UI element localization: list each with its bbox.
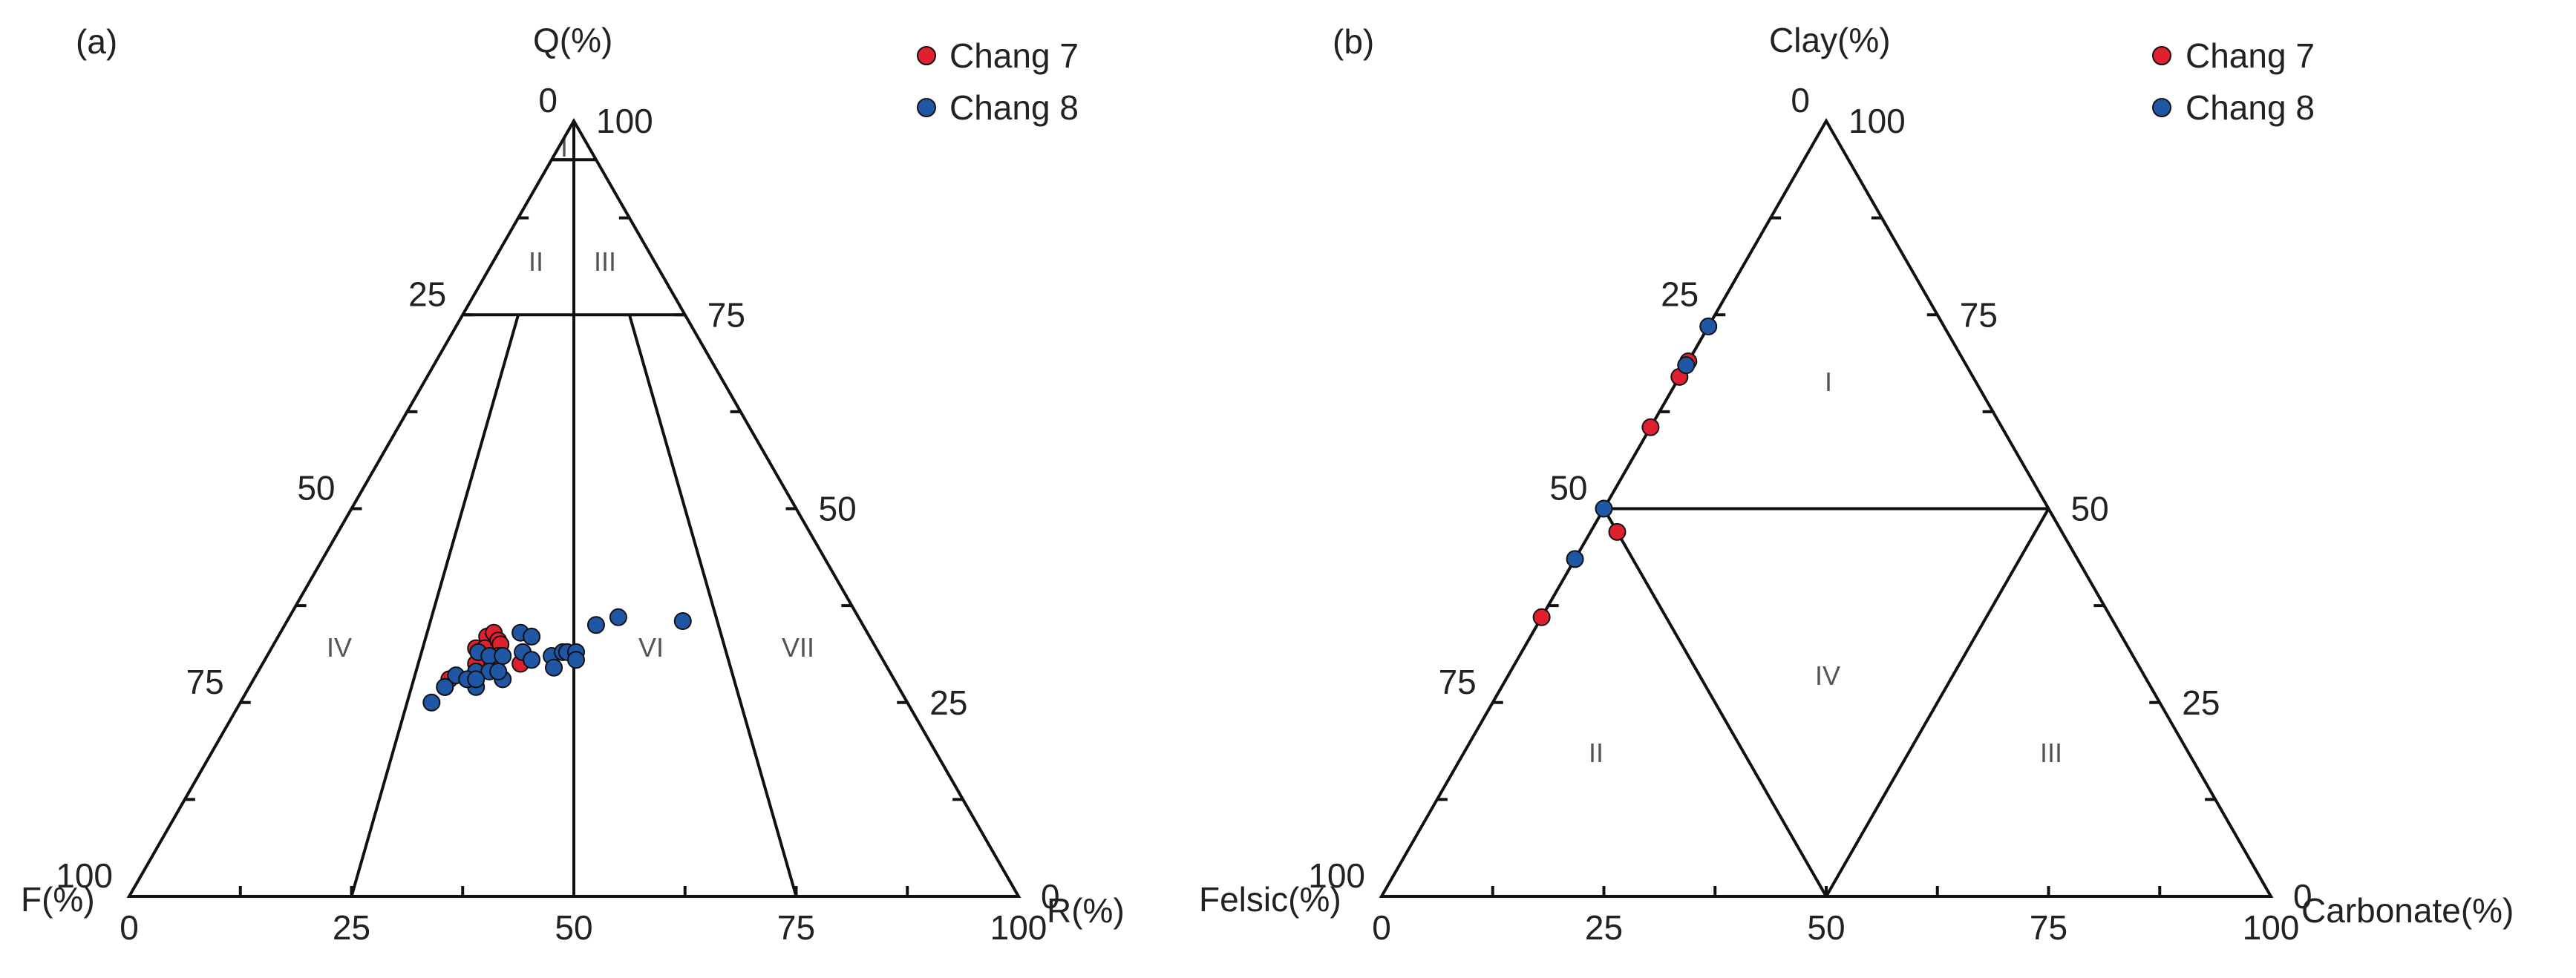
data-point — [609, 608, 627, 626]
tick-label-right: 50 — [819, 490, 857, 528]
data-point — [1699, 317, 1718, 335]
data-point — [545, 658, 563, 677]
data-point — [422, 693, 441, 712]
zone-line-fr-1to3 — [627, 314, 798, 897]
tick-label-bottom: 25 — [333, 908, 370, 947]
zone-IV-a: IV — [327, 632, 352, 663]
zone-lines-b — [1602, 507, 2050, 897]
zone-IV-b: IV — [1815, 660, 1840, 691]
tick-label-right: 75 — [707, 295, 745, 334]
zone-I-a: I — [560, 132, 568, 163]
tick-label-right: 100 — [1848, 102, 1906, 140]
legend-b: Chang 7 Chang 8 — [2152, 36, 2315, 127]
data-point — [489, 662, 508, 680]
panel-a: (a) Q(%) F(%) R(%) I II III IV V VI VII … — [21, 21, 1125, 947]
zone-I-b: I — [1825, 367, 1832, 397]
legend-a: Chang 7 Chang 8 — [917, 36, 1079, 127]
legend-label-chang7-a: Chang 7 — [949, 36, 1079, 75]
zone-line-right-inner — [1825, 508, 2050, 897]
legend-label-chang8-b: Chang 8 — [2186, 88, 2315, 127]
tick-label-bottom: 0 — [1372, 908, 1391, 947]
panel-b: (b) Clay(%) Felsic(%) Carbonate(%) I II … — [1199, 21, 2514, 947]
ticks-b — [1436, 216, 2216, 896]
data-point — [1566, 550, 1584, 568]
data-point — [1595, 499, 1613, 518]
tick-label-bottom: 75 — [2030, 908, 2067, 947]
tick-label-bottom: 50 — [1807, 908, 1845, 947]
data-point — [1532, 608, 1551, 626]
legend-label-chang8-a: Chang 8 — [949, 88, 1079, 127]
apex-right-label-a: R(%) — [1047, 891, 1125, 930]
tick-label-right: 25 — [2182, 683, 2220, 722]
apex-left-label-b: Felsic(%) — [1199, 880, 1341, 919]
tick-label-bottom: 0 — [120, 908, 139, 947]
legend-marker-chang7-b — [2152, 46, 2171, 65]
tick-label-bottom: 50 — [555, 908, 592, 947]
tick-label-bottom: 100 — [990, 908, 1047, 947]
series-chang8-b — [1566, 317, 1718, 568]
tick-label-bottom: 100 — [2243, 908, 2300, 947]
panel-b-label: (b) — [1333, 22, 1374, 61]
tick-label-left: 50 — [297, 469, 335, 508]
tick-label-right: 0 — [1041, 877, 1060, 916]
tick-label-right: 75 — [1960, 295, 1998, 334]
zone-VI-a: VI — [638, 632, 664, 663]
apex-top-label-b: Clay(%) — [1769, 21, 1891, 59]
zone-II-a: II — [529, 246, 543, 277]
data-point — [1677, 356, 1696, 375]
data-point — [1608, 522, 1627, 541]
data-point — [673, 612, 692, 631]
zone-II-b: II — [1589, 738, 1604, 768]
zone-line-left-inner — [1602, 508, 1828, 897]
tick-label-left: 75 — [1439, 663, 1477, 701]
legend-label-chang7-b: Chang 7 — [2186, 36, 2315, 75]
zone-VII-a: VII — [782, 632, 814, 663]
zone-lines-a — [350, 121, 798, 897]
tick-label-bottom: 75 — [777, 908, 815, 947]
tick-label-right: 50 — [2071, 490, 2109, 528]
data-point — [523, 651, 541, 669]
tick-label-left: 100 — [1308, 856, 1365, 895]
legend-marker-chang7-a — [917, 46, 936, 65]
apex-right-label-b: Carbonate(%) — [2301, 891, 2514, 930]
data-point — [436, 677, 454, 696]
data-point — [494, 647, 512, 666]
data-point — [1641, 418, 1660, 436]
tick-label-left: 25 — [408, 275, 446, 313]
zone-III-a: III — [594, 246, 616, 277]
tick-label-left: 0 — [538, 81, 558, 119]
data-point — [586, 616, 605, 634]
tick-label-right: 0 — [2293, 877, 2312, 916]
data-point — [467, 670, 486, 689]
tick-label-left: 50 — [1549, 469, 1587, 508]
tick-label-right: 100 — [596, 102, 653, 140]
legend-marker-chang8-a — [917, 98, 936, 117]
tick-label-left: 25 — [1661, 275, 1699, 313]
apex-left-label-a: F(%) — [21, 880, 95, 919]
panel-a-label: (a) — [76, 22, 117, 61]
tick-label-bottom: 25 — [1585, 908, 1623, 947]
tick-label-left: 100 — [56, 856, 113, 895]
apex-top-label-a: Q(%) — [533, 21, 612, 59]
legend-marker-chang8-b — [2152, 98, 2171, 117]
series-chang8-a — [422, 608, 692, 712]
tick-label-left: 75 — [186, 663, 224, 701]
zone-line-fr-3to1 — [350, 314, 520, 897]
tick-label-left: 0 — [1791, 81, 1810, 119]
tick-label-right: 25 — [929, 683, 967, 722]
zone-III-b: III — [2040, 738, 2062, 768]
data-point — [523, 627, 541, 646]
data-point — [566, 651, 585, 669]
